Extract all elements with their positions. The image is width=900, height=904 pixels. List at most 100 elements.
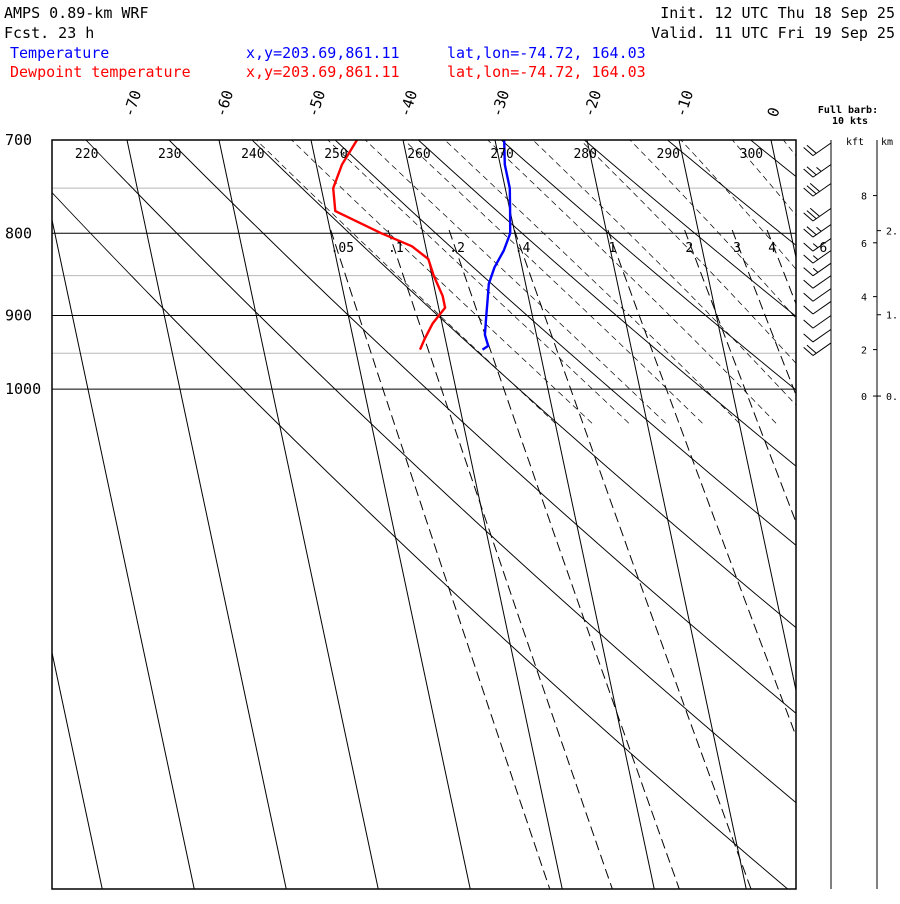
dry-adiabat-line [396, 120, 900, 900]
pressure-tick-label: 1000 [5, 380, 41, 398]
isotherm-label: -30 [488, 88, 513, 119]
valid-time: Valid. 11 UTC Fri 19 Sep 25 [651, 24, 895, 42]
moist-adiabat-line [394, 130, 703, 423]
isotherm-label: -50 [304, 88, 329, 119]
mixing-ratio-label: 1 [609, 241, 617, 256]
kft-tick-label: 6 [861, 239, 867, 250]
legend-temperature-xy: x,y=203.69,861.11 [246, 44, 400, 62]
model-title: AMPS 0.89-km WRF [4, 4, 149, 22]
km-axis-label: km [881, 137, 893, 148]
isotherm-line [771, 140, 900, 889]
moist-adiabat-line [434, 130, 739, 423]
legend-dewpoint-xy: x,y=203.69,861.11 [246, 63, 400, 81]
wind-barb [804, 276, 831, 289]
isotherm-label: -70 [120, 88, 145, 119]
wind-barb [804, 329, 831, 342]
mixing-ratio-line [818, 230, 900, 890]
mixing-ratio-label: .2 [449, 241, 465, 256]
mixing-ratio-label: .1 [388, 241, 404, 256]
moist-adiabat-line [317, 130, 628, 423]
kft-tick-label: 0 [861, 392, 867, 403]
dry-adiabat-line [479, 120, 900, 900]
kft-axis-label: kft [846, 137, 864, 148]
wind-barb [804, 224, 831, 237]
wind-barb [804, 263, 831, 276]
dry-adiabat-label: 240 [241, 147, 264, 162]
mixing-ratio-label: 3 [733, 241, 741, 256]
isotherm-line [219, 140, 378, 889]
plot-frame [52, 140, 796, 889]
dry-adiabat-line [561, 120, 900, 900]
wind-barb [804, 316, 831, 329]
legend-temperature-label: Temperature [10, 44, 109, 62]
legend-temperature-latlon: lat,lon=-74.72, 164.03 [447, 44, 646, 62]
isotherm-line [127, 140, 286, 889]
wind-barb [804, 301, 831, 314]
wind-barb [804, 143, 831, 156]
isotherm-label: -10 [672, 88, 697, 119]
isotherm-label: 0 [764, 105, 784, 119]
dry-adiabat-label: 290 [657, 147, 680, 162]
moist-adiabat-line [874, 130, 900, 423]
mixing-ratio-line [886, 230, 900, 890]
pressure-tick-label: 700 [5, 131, 32, 149]
dry-adiabat-label: 300 [740, 147, 763, 162]
dry-adiabat-label: 260 [407, 147, 430, 162]
kft-tick-label: 2 [861, 346, 867, 357]
barb-legend-speed: 10 kts [832, 116, 868, 127]
moist-adiabat-line [826, 130, 900, 423]
isotherm-line [35, 140, 194, 889]
mixing-ratio-label: .4 [515, 241, 531, 256]
wind-barb [804, 208, 831, 221]
dry-adiabat-label: 250 [324, 147, 347, 162]
temperature-profile [483, 140, 511, 350]
mixing-ratio-line [449, 230, 679, 890]
dry-adiabat-line [67, 120, 900, 900]
mixing-ratio-line [767, 230, 900, 890]
dry-adiabat-label: 220 [75, 147, 98, 162]
dry-adiabat-label: 230 [158, 147, 181, 162]
mixing-ratio-line [732, 230, 900, 890]
dry-adiabat-line [644, 120, 900, 900]
moist-adiabat-line [775, 130, 900, 423]
wind-barb [804, 183, 831, 196]
dry-adiabat-label: 280 [573, 147, 596, 162]
isotherm-line [0, 140, 10, 889]
wind-barb [804, 289, 831, 302]
isotherm-label: -20 [580, 88, 605, 119]
km-tick-label: 1. [886, 311, 898, 322]
moist-adiabat-line [477, 130, 776, 423]
wind-barb [804, 165, 831, 178]
kft-tick-label: 4 [861, 293, 867, 304]
moist-adiabat-line [620, 130, 886, 423]
moist-adiabat-line [355, 130, 666, 423]
mixing-ratio-label: .05 [331, 241, 354, 256]
mixing-ratio-label: 4 [768, 241, 776, 256]
isotherm-line [0, 140, 102, 889]
mixing-ratio-line [685, 230, 900, 890]
wind-barb [804, 343, 831, 356]
dry-adiabat-line [0, 120, 805, 900]
mixing-ratio-line [331, 230, 550, 890]
moist-adiabat-line [522, 130, 812, 423]
isotherm-label: -40 [396, 88, 421, 119]
isotherm-line [863, 140, 900, 889]
isotherm-label: -60 [212, 88, 237, 119]
pressure-tick-label: 800 [5, 224, 32, 242]
dry-adiabat-line [149, 120, 900, 900]
isotherm-line [403, 140, 562, 889]
dry-adiabat-label: 270 [490, 147, 513, 162]
km-tick-label: 0. [886, 392, 898, 403]
moist-adiabat-line [570, 130, 849, 423]
init-time: Init. 12 UTC Thu 18 Sep 25 [660, 4, 895, 22]
forecast-hour: Fcst. 23 h [4, 24, 94, 42]
pressure-tick-label: 900 [5, 307, 32, 325]
kft-tick-label: 8 [861, 192, 867, 203]
dry-adiabat-line [314, 120, 900, 900]
km-tick-label: 2. [886, 227, 898, 238]
legend-dewpoint-latlon: lat,lon=-74.72, 164.03 [447, 63, 646, 81]
barb-legend-title: Full barb: [818, 105, 878, 116]
mixing-ratio-label: 2 [685, 241, 693, 256]
